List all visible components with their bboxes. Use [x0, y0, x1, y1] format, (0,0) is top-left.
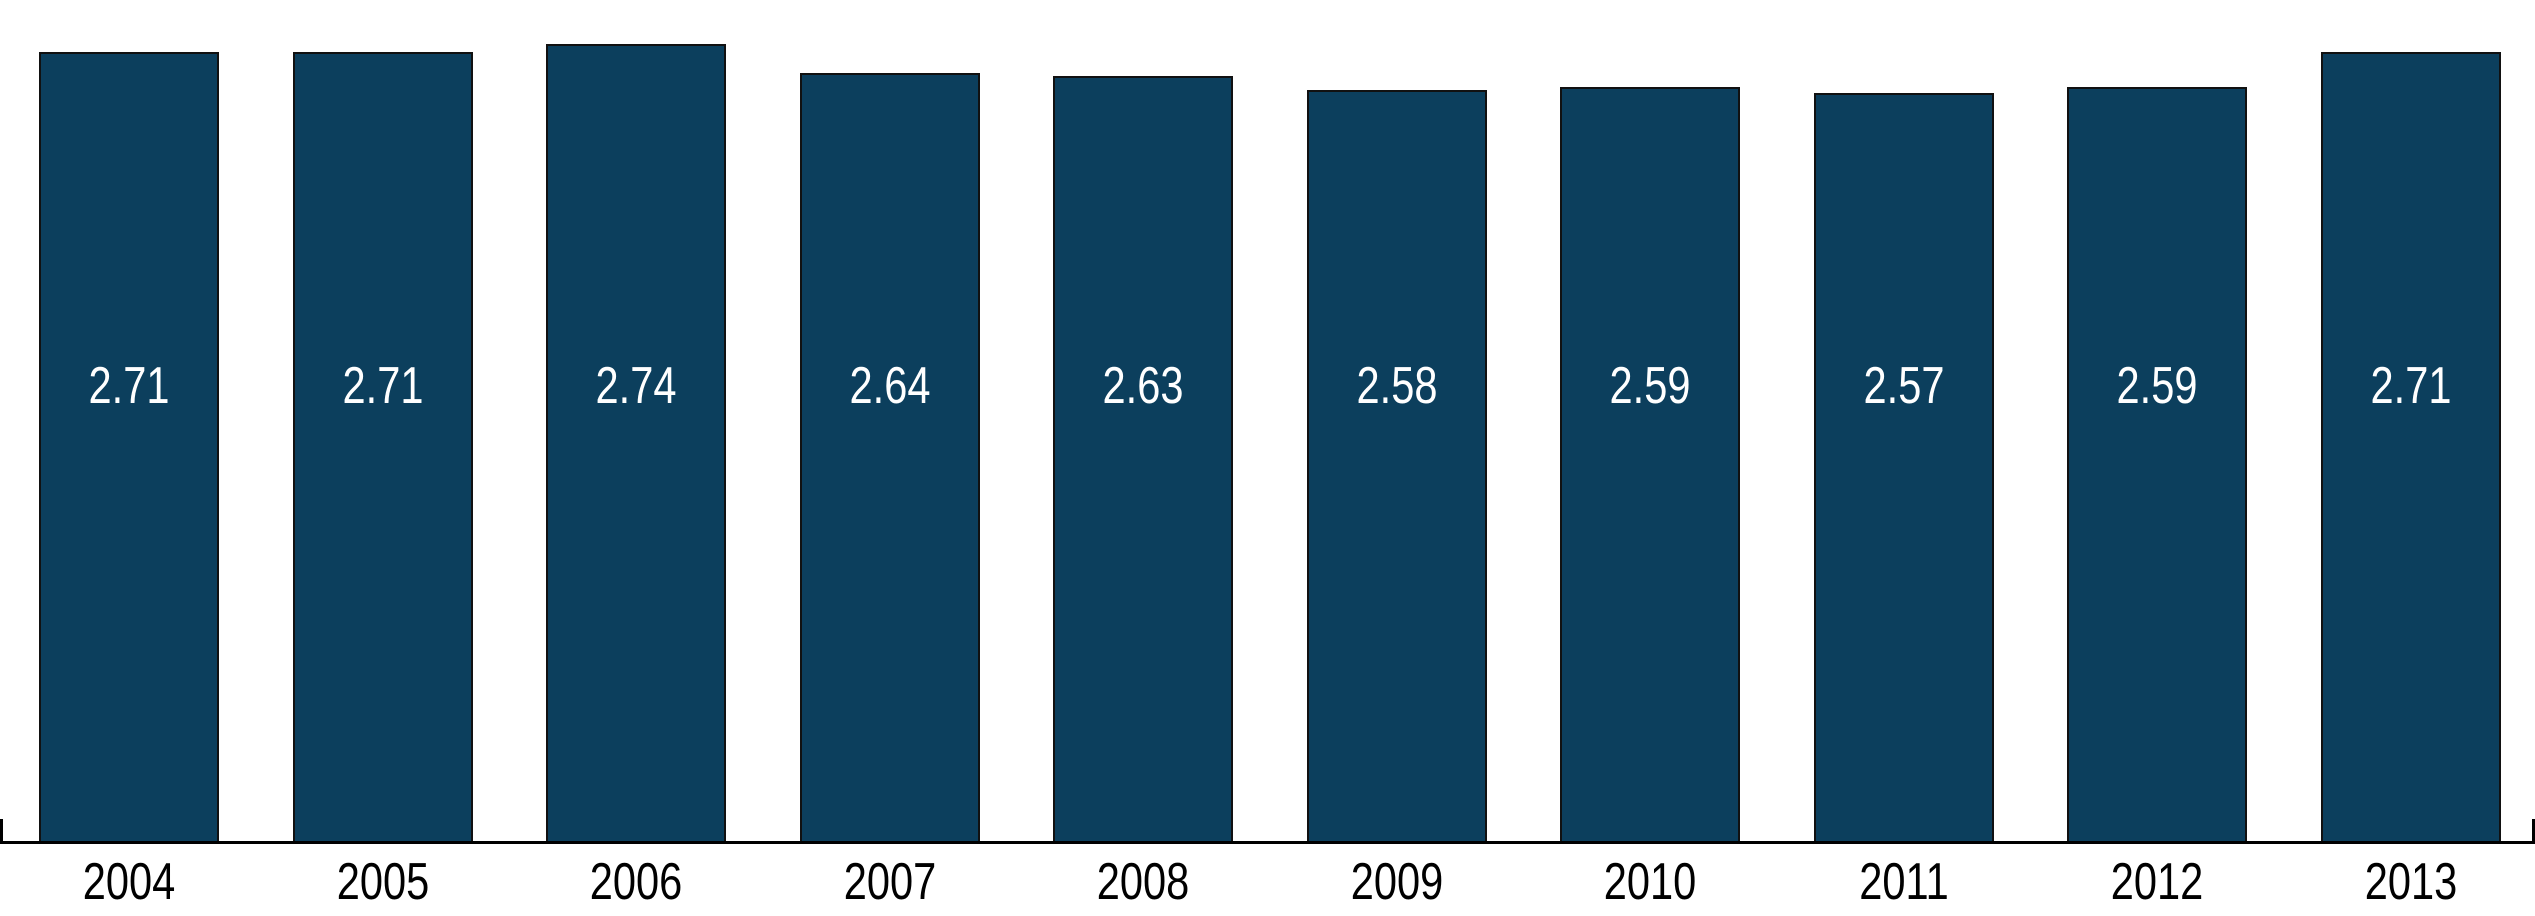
x-axis-right-end-tick	[2532, 819, 2535, 841]
x-axis-left-end-tick	[0, 819, 3, 841]
bar-2004	[39, 52, 219, 841]
x-axis-tick-label-2005: 2005	[336, 853, 430, 911]
x-axis-line	[0, 841, 2535, 844]
bar-2006	[546, 44, 726, 841]
bar-value-label-2011: 2.57	[1863, 357, 1945, 415]
bar-value-label-2009: 2.58	[1356, 357, 1438, 415]
bar-2010	[1560, 87, 1740, 841]
x-axis-tick-label-2011: 2011	[1859, 853, 1949, 911]
bar-value-label-2012: 2.59	[2116, 357, 2198, 415]
bar-value-label-2010: 2.59	[1609, 357, 1691, 415]
bar-value-label-2008: 2.63	[1102, 357, 1184, 415]
bar-2008	[1053, 76, 1233, 841]
x-axis-tick-label-2013: 2013	[2364, 853, 2458, 911]
x-axis-tick-label-2008: 2008	[1096, 853, 1190, 911]
x-axis-tick-label-2009: 2009	[1350, 853, 1444, 911]
bar-value-label-2013: 2.71	[2370, 357, 2452, 415]
x-axis-tick-label-2007: 2007	[843, 853, 937, 911]
x-axis-tick-label-2012: 2012	[2110, 853, 2204, 911]
x-axis-tick-label-2006: 2006	[589, 853, 683, 911]
bar-value-label-2006: 2.74	[595, 357, 677, 415]
bar-2009	[1307, 90, 1487, 841]
x-axis-tick-label-2010: 2010	[1603, 853, 1697, 911]
bar-2012	[2067, 87, 2247, 841]
bar-value-label-2005: 2.71	[342, 357, 424, 415]
bar-value-label-2007: 2.64	[849, 357, 931, 415]
bar-value-label-2004: 2.71	[88, 357, 170, 415]
bar-2013	[2321, 52, 2501, 841]
bar-2005	[293, 52, 473, 841]
x-axis-tick-label-2004: 2004	[82, 853, 176, 911]
bar-2011	[1814, 93, 1994, 841]
bar-2007	[800, 73, 980, 841]
